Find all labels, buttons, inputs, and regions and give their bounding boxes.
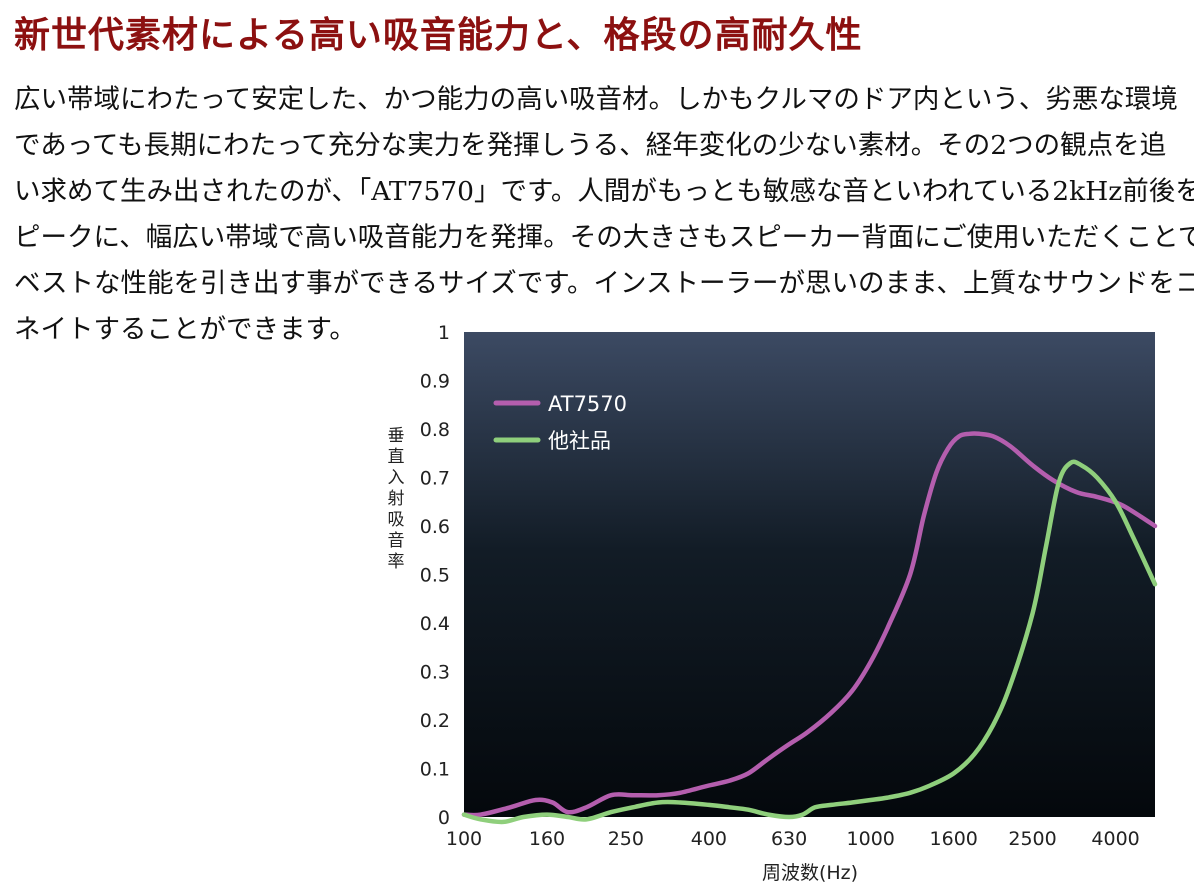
- y-tick-label: 0.6: [420, 516, 450, 538]
- x-tick-label: 1000: [847, 828, 895, 850]
- paragraph-line: い求めて生み出されたのが、「AT7570」です。人間がもっとも敏感な音といわれて…: [14, 176, 1194, 207]
- description-paragraph: 広い帯域にわたって安定した、かつ能力の高い吸音材。しかもクルマのドア内という、劣…: [14, 77, 1194, 353]
- paragraph-line: であっても長期にわたって充分な実力を発揮しうる、経年変化の少ない素材。その2つの…: [14, 130, 1167, 161]
- y-tick-label: 0.4: [420, 613, 450, 635]
- paragraph-line: ベストな性能を引き出す事ができるサイズです。インストーラーが思いのまま、上質なサ…: [14, 268, 1194, 299]
- paragraph-line: 広い帯域にわたって安定した、かつ能力の高い吸音材。しかもクルマのドア内という、劣…: [14, 84, 1178, 115]
- y-tick-label: 0.3: [420, 662, 450, 684]
- page-title: 新世代素材による高い吸音能力と、格段の高耐久性: [14, 14, 863, 56]
- x-tick-label: 250: [608, 828, 644, 850]
- x-tick-label: 100: [446, 828, 482, 850]
- legend-label-at7570: AT7570: [548, 392, 627, 416]
- legend: AT7570 他社品: [493, 392, 627, 453]
- y-axis-label: 垂直入射吸音率: [388, 426, 405, 572]
- series-lines: [461, 431, 1158, 825]
- series-line-at7570: [461, 431, 1158, 818]
- y-tick-label: 0: [438, 807, 450, 829]
- y-tick-label: 0.8: [420, 419, 450, 441]
- y-tick-label: 0.2: [420, 710, 450, 732]
- series-line-other: [461, 459, 1158, 825]
- x-tick-label: 4000: [1091, 828, 1139, 850]
- x-tick-label: 630: [771, 828, 807, 850]
- y-tick-label: 0.9: [420, 371, 450, 393]
- y-tick-label: 0.7: [420, 468, 450, 490]
- x-tick-label: 1600: [930, 828, 978, 850]
- paragraph-line: ピークに、幅広い帯域で高い吸音能力を発揮。その大きさもスピーカー背面にご使用いた…: [14, 222, 1194, 253]
- x-axis-label: 周波数(Hz): [762, 862, 858, 884]
- y-tick-label: 0.1: [420, 759, 450, 781]
- x-axis-ticks: 100 160 250 400 630 1000 1600 2500 4000: [446, 828, 1140, 850]
- y-tick-label: 0.5: [420, 565, 450, 587]
- paragraph-line: ネイトすることができます。: [14, 314, 356, 345]
- legend-label-other: 他社品: [548, 429, 611, 453]
- x-tick-label: 160: [529, 828, 565, 850]
- y-axis-ticks: 0 0.1 0.2 0.3 0.4 0.5 0.6 0.7 0.8 0.9 1: [420, 322, 450, 829]
- x-tick-label: 400: [691, 828, 727, 850]
- x-tick-label: 2500: [1008, 828, 1056, 850]
- y-tick-label: 1: [438, 322, 450, 344]
